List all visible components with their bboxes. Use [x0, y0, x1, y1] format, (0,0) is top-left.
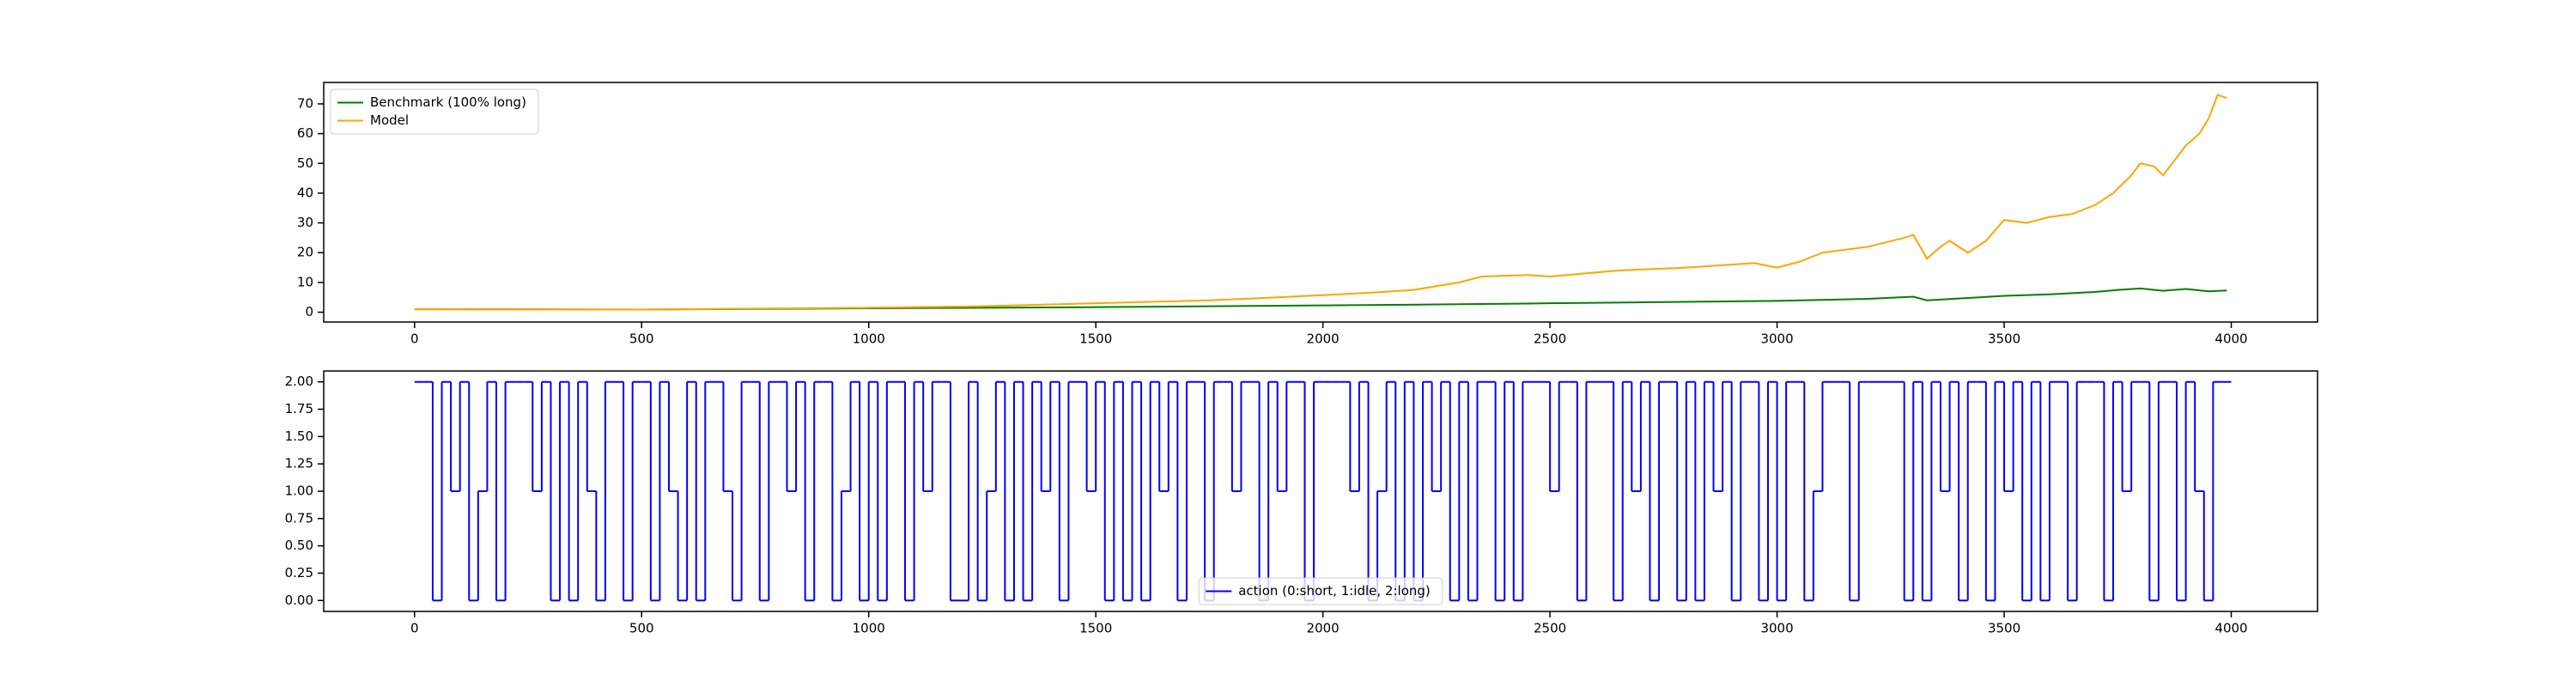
legend-label: Model [370, 112, 409, 128]
y-tick-label: 0.75 [285, 510, 313, 526]
y-tick-label: 70 [297, 95, 313, 111]
y-tick-label: 1.00 [285, 483, 313, 499]
y-tick-label: 0.25 [285, 565, 313, 581]
y-tick-label: 60 [297, 125, 313, 141]
x-tick-label: 2500 [1534, 621, 1566, 636]
legend: action (0:short, 1:idle, 2:long) [1198, 577, 1443, 605]
y-tick-label: 40 [297, 185, 313, 200]
y-tick-label: 1.75 [285, 401, 313, 416]
y-tick-label: 0 [305, 304, 313, 319]
y-tick-label: 50 [297, 155, 313, 171]
y-tick-label: 0.50 [285, 538, 313, 553]
x-tick-label: 3000 [1760, 621, 1793, 636]
axes-frame [323, 82, 2318, 323]
x-tick-label: 500 [629, 331, 654, 347]
y-tick-label: 20 [297, 245, 313, 260]
legend-label: Benchmark (100% long) [370, 94, 526, 110]
x-tick-label: 3000 [1760, 331, 1793, 347]
legend: Benchmark (100% long) Model [330, 88, 539, 135]
legend-box [330, 88, 539, 135]
legend-label: action (0:short, 1:idle, 2:long) [1238, 583, 1431, 599]
x-tick-label: 2000 [1307, 621, 1340, 636]
x-tick-label: 3500 [1988, 331, 2020, 347]
y-tick-label: 0.00 [285, 593, 313, 608]
x-tick-label: 1500 [1079, 331, 1112, 347]
legend-box [1198, 577, 1443, 605]
x-tick-label: 4000 [2215, 331, 2247, 347]
y-tick-label: 1.50 [285, 429, 313, 444]
y-tick-label: 1.25 [285, 456, 313, 471]
x-tick-label: 0 [410, 621, 419, 636]
y-tick-label: 2.00 [285, 374, 313, 389]
y-tick-label: 30 [297, 215, 313, 230]
x-tick-label: 500 [629, 621, 654, 636]
x-tick-label: 4000 [2215, 621, 2247, 636]
x-tick-label: 2500 [1534, 331, 1566, 347]
data-line [414, 287, 2227, 311]
axes-frame [323, 370, 2318, 612]
x-tick-label: 2000 [1307, 331, 1340, 347]
y-tick-label: 10 [297, 274, 313, 289]
x-tick-label: 3500 [1988, 621, 2020, 636]
data-line [414, 94, 2227, 311]
x-tick-label: 0 [410, 331, 419, 347]
x-tick-label: 1000 [853, 621, 885, 636]
x-tick-label: 1000 [853, 331, 885, 347]
x-tick-label: 1500 [1079, 621, 1112, 636]
